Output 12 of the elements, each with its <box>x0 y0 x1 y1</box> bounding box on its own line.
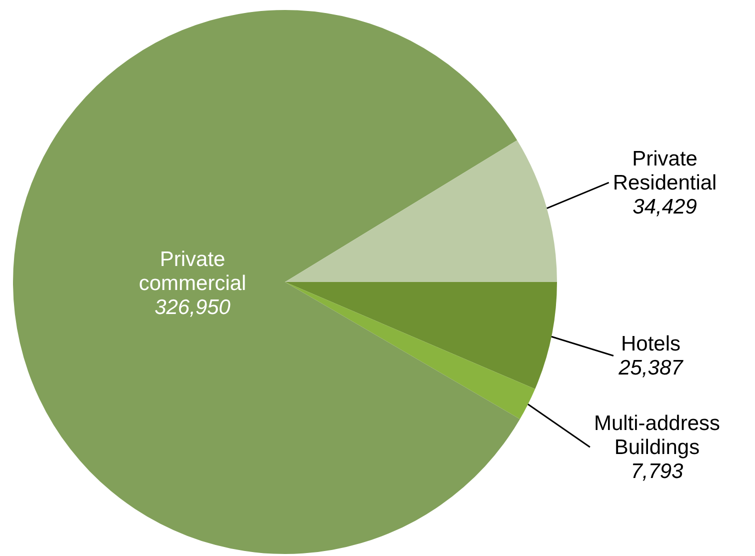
pie-slice <box>285 140 557 282</box>
data-label: 25,387 <box>618 356 684 380</box>
data-label: 34,429 <box>632 196 698 219</box>
pie-slice <box>285 282 536 420</box>
data-label: 7,793 <box>630 460 684 484</box>
pie-slice <box>285 282 557 389</box>
data-label: 326,950 <box>154 296 231 319</box>
slice-label: Private commercial <box>138 248 246 295</box>
slice-label: Hotels <box>620 332 681 356</box>
pie-slice <box>13 10 520 554</box>
slice-label: Multi-address Buildings <box>594 412 720 460</box>
slice-label: Private Residential <box>612 148 717 195</box>
